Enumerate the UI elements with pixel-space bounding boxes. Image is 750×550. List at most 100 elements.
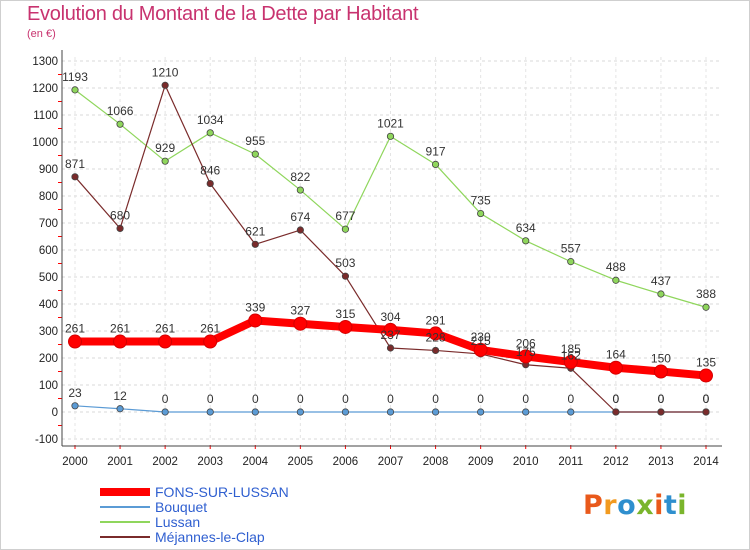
logo-letter: x <box>636 490 655 521</box>
data-point <box>518 349 533 364</box>
data-label: 674 <box>290 210 310 224</box>
data-label: 1034 <box>197 113 224 127</box>
data-label: 929 <box>155 141 175 155</box>
data-label: 206 <box>516 336 536 350</box>
data-label: 327 <box>290 304 310 318</box>
x-tick-label: 2006 <box>333 456 359 468</box>
data-point <box>158 334 173 349</box>
data-label: 677 <box>335 209 355 223</box>
data-label: 261 <box>110 322 130 336</box>
data-point <box>251 240 259 248</box>
data-label: 261 <box>200 322 220 336</box>
x-tick-label: 2008 <box>423 456 449 468</box>
data-point <box>431 346 440 355</box>
data-label: 503 <box>335 256 355 270</box>
data-label: 0 <box>252 392 259 406</box>
data-point <box>161 157 169 165</box>
data-label: 955 <box>245 134 265 148</box>
data-point <box>477 408 485 416</box>
y-tick-label: 1300 <box>32 56 58 68</box>
x-tick-label: 2010 <box>513 456 539 468</box>
data-label: 634 <box>516 221 536 235</box>
logo-letter: r <box>603 490 618 521</box>
data-point <box>567 408 575 416</box>
data-point <box>567 258 575 266</box>
y-tick-label: 1200 <box>32 83 58 95</box>
data-point <box>116 405 124 413</box>
data-label: 621 <box>245 224 265 238</box>
data-label: 1066 <box>107 104 134 118</box>
x-tick-label: 2007 <box>378 456 404 468</box>
chart-subtitle: (en €) <box>27 28 56 40</box>
data-label: 0 <box>387 392 394 406</box>
data-label: 680 <box>110 208 130 222</box>
proxiti-logo: Proxiti <box>583 490 687 521</box>
data-label: 215 <box>471 334 491 348</box>
data-point <box>161 408 169 416</box>
x-tick-label: 2005 <box>288 456 314 468</box>
y-tick-label: 100 <box>39 380 58 392</box>
data-point <box>71 402 79 410</box>
series-layer <box>68 81 713 416</box>
data-label: 0 <box>613 392 620 406</box>
data-point <box>608 360 623 375</box>
data-label: 12 <box>113 389 127 403</box>
data-label: 0 <box>342 392 349 406</box>
data-point <box>612 408 620 416</box>
x-tick-label: 2011 <box>558 456 583 468</box>
data-label: 488 <box>606 260 626 274</box>
data-point <box>296 408 304 416</box>
data-point <box>522 237 530 245</box>
data-label: 437 <box>651 274 671 288</box>
data-label: 846 <box>200 164 220 178</box>
legend-label: Méjannes-le-Clap <box>155 529 265 545</box>
y-tick-label: 500 <box>39 272 58 284</box>
y-tick-label: 0 <box>52 407 58 419</box>
x-tick-label: 2001 <box>107 456 133 468</box>
x-tick-label: 2012 <box>603 456 629 468</box>
data-point <box>206 179 214 188</box>
x-tick-label: 2013 <box>648 456 674 468</box>
data-label: 0 <box>522 392 529 406</box>
data-point <box>612 276 620 284</box>
x-tick-label: 2002 <box>152 456 178 468</box>
data-label: 261 <box>155 322 175 336</box>
data-point <box>206 408 214 416</box>
data-point <box>657 290 665 298</box>
y-tick-label: 800 <box>39 191 58 203</box>
data-point <box>386 132 395 140</box>
data-label: 175 <box>516 345 536 359</box>
y-tick-labels: -100 0 100 200 300 400 500 600 700 800 900 1000 1100… <box>32 56 58 446</box>
logo-letter: i <box>654 490 664 521</box>
data-point <box>203 334 218 349</box>
data-label: 0 <box>162 392 169 406</box>
legend-label: Lussan <box>155 514 200 530</box>
data-point <box>383 322 398 337</box>
data-point <box>251 150 259 158</box>
data-label: 1021 <box>377 116 404 130</box>
data-label: 0 <box>658 392 665 406</box>
data-label: 557 <box>561 242 581 256</box>
data-label: 0 <box>567 392 574 406</box>
data-point <box>341 408 350 416</box>
data-label: 261 <box>65 322 85 336</box>
y-tick-label: 900 <box>39 164 58 176</box>
data-label: 0 <box>703 392 710 406</box>
data-point <box>161 81 169 89</box>
data-point <box>699 368 713 383</box>
data-point <box>338 319 353 334</box>
data-label: 1210 <box>152 65 179 79</box>
y-tick-label: 300 <box>39 326 58 338</box>
logo-letter: i <box>677 490 688 521</box>
data-label: 0 <box>477 392 484 406</box>
data-point <box>293 316 308 331</box>
legend-label: Bouquet <box>155 499 207 515</box>
data-point <box>477 209 485 218</box>
data-point <box>657 408 665 416</box>
data-label: 230 <box>471 330 491 344</box>
logo-letter: P <box>583 490 604 521</box>
chart-title: Evolution du Montant de la Dette par Hab… <box>27 3 419 25</box>
data-label: 0 <box>703 392 710 406</box>
x-tick-label: 2000 <box>62 456 88 468</box>
